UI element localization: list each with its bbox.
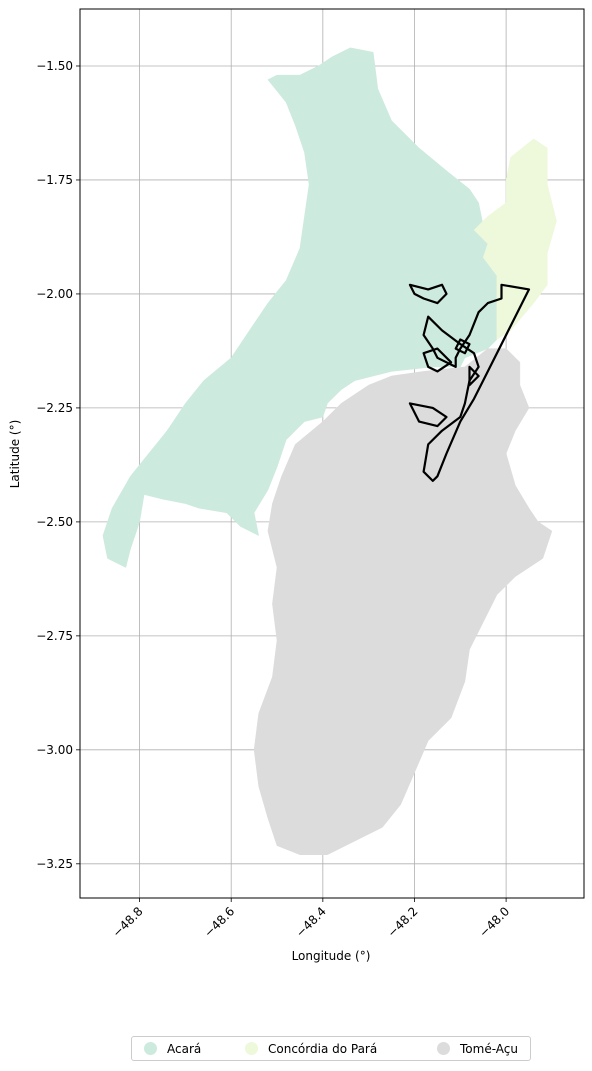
x-axis-ticks: −48.8 −48.6 −48.4 −48.2 −48.0 — [110, 898, 512, 940]
legend-label-tome-acu: Tomé-Açu — [460, 1041, 518, 1056]
x-axis-label: Longitude (°) — [292, 949, 371, 963]
legend-item-tome-acu: Tomé-Açu — [437, 1037, 518, 1060]
legend-marker-concordia-do-para — [245, 1042, 258, 1055]
outline-polygon — [468, 365, 480, 387]
y-tick-label: −3.00 — [36, 743, 73, 757]
outline-polygon — [454, 338, 471, 355]
legend-marker-acara — [144, 1042, 157, 1055]
legend-label-acara: Acará — [167, 1041, 202, 1056]
legend-label-concordia-do-para: Concórdia do Pará — [268, 1041, 378, 1056]
y-tick-label: −3.25 — [36, 857, 73, 871]
region-tome-acu — [253, 348, 553, 855]
municipality-regions — [102, 47, 557, 855]
study-area-outline — [408, 283, 531, 482]
legend-item-acara: Acará — [144, 1037, 201, 1060]
y-axis-ticks: −1.50 −1.75 −2.00 −2.25 −2.50 −2.75 −3.00 −3.25 — [36, 59, 80, 871]
legend-marker-tome-acu — [437, 1042, 450, 1055]
y-tick-label: −1.75 — [36, 173, 73, 187]
y-tick-label: −2.00 — [36, 287, 73, 301]
legend-item-concordia-do-para: Concórdia do Pará — [245, 1037, 377, 1060]
outline-polygon — [422, 347, 453, 373]
y-tick-label: −2.50 — [36, 515, 73, 529]
x-tick-label: −48.6 — [201, 904, 237, 940]
x-tick-label: −48.8 — [110, 904, 146, 940]
outline-polygon — [422, 283, 531, 482]
x-tick-label: −48.2 — [385, 904, 421, 940]
legend: Acará Concórdia do Pará Tomé-Açu — [131, 1036, 531, 1061]
region-concordia-do-para — [473, 138, 557, 340]
outline-polygon — [408, 283, 448, 305]
y-tick-label: −2.75 — [36, 629, 73, 643]
x-tick-label: −48.4 — [293, 904, 329, 940]
y-axis-label: Latitude (°) — [8, 420, 22, 489]
x-tick-label: −48.0 — [476, 904, 512, 940]
plot-frame — [79, 8, 585, 899]
outline-polygon — [408, 402, 448, 428]
y-tick-label: −2.25 — [36, 401, 73, 415]
y-tick-label: −1.50 — [36, 59, 73, 73]
